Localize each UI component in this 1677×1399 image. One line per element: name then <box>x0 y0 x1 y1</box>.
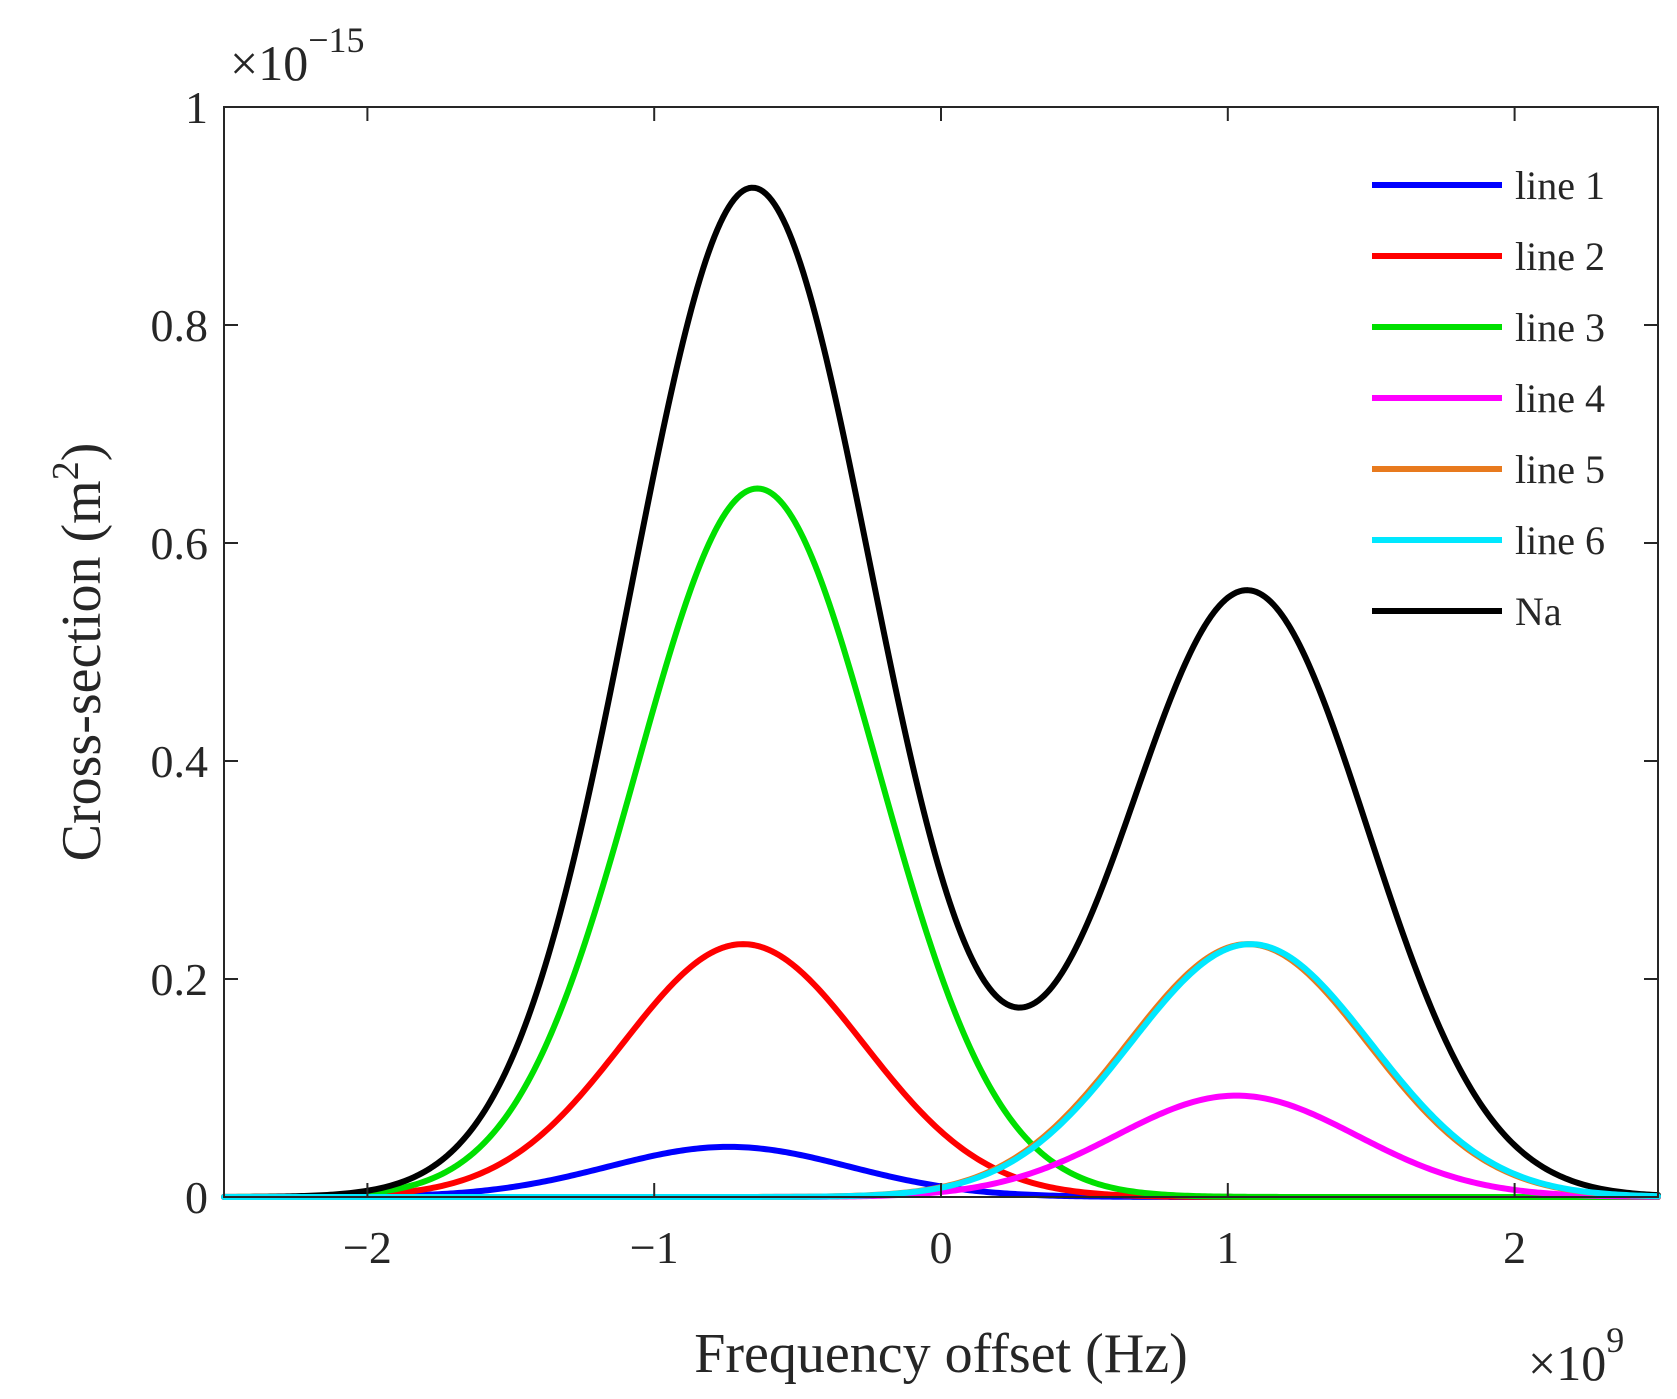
y-tick-label: 1 <box>185 82 208 133</box>
legend-label: Na <box>1515 589 1562 634</box>
y-axis-label: Cross-section (m2) <box>45 443 113 862</box>
y-tick-label: 0.4 <box>151 736 209 787</box>
x-tick-label: −1 <box>630 1222 679 1273</box>
legend-layer: line 1 line 2 line 3 line 4 line 5 line 6 Na <box>1372 163 1605 634</box>
legend-label: line 1 <box>1515 163 1605 208</box>
legend-label: line 3 <box>1515 305 1605 350</box>
y-tick-label: 0.6 <box>151 518 209 569</box>
x-exponent-base: ×10 <box>1528 1335 1606 1391</box>
y-exponent-label: ×10−15 <box>230 20 365 91</box>
x-tick-label: 0 <box>930 1222 953 1273</box>
legend-item: line 1 <box>1372 163 1605 208</box>
legend-item: line 5 <box>1372 447 1605 492</box>
y-axis-label-sup: 2 <box>45 461 87 480</box>
legend-item: line 4 <box>1372 376 1605 421</box>
legend-label: line 6 <box>1515 518 1605 563</box>
chart: −2 −1 0 1 2 0 0.2 0.4 0.6 0.8 1 line 1 line 2 line 3… <box>0 0 1677 1399</box>
y-exponent-base: ×10 <box>230 35 308 91</box>
y-tick-label: 0 <box>185 1172 208 1223</box>
legend-label: line 4 <box>1515 376 1605 421</box>
x-exponent-power: 9 <box>1606 1320 1624 1360</box>
legend-item: line 2 <box>1372 234 1605 279</box>
x-tick-label: 2 <box>1503 1222 1526 1273</box>
legend-item: Na <box>1372 589 1562 634</box>
y-axis-label-close: ) <box>51 443 113 462</box>
y-axis-label-text: Cross-section (m <box>51 480 113 861</box>
series-layer <box>224 188 1658 1197</box>
legend-item: line 3 <box>1372 305 1605 350</box>
series-na <box>224 188 1658 1197</box>
y-exponent-power: −15 <box>308 20 364 60</box>
y-tick-label: 0.2 <box>151 954 209 1005</box>
series-line-4 <box>224 1096 1658 1197</box>
x-tick-label: 1 <box>1216 1222 1239 1273</box>
x-exponent-label: ×109 <box>1528 1320 1624 1391</box>
x-tick-label: −2 <box>343 1222 392 1273</box>
x-axis-label: Frequency offset (Hz) <box>694 1323 1187 1385</box>
legend-item: line 6 <box>1372 518 1605 563</box>
legend-label: line 2 <box>1515 234 1605 279</box>
legend-label: line 5 <box>1515 447 1605 492</box>
series-line-3 <box>224 489 1658 1198</box>
y-tick-label: 0.8 <box>151 300 209 351</box>
